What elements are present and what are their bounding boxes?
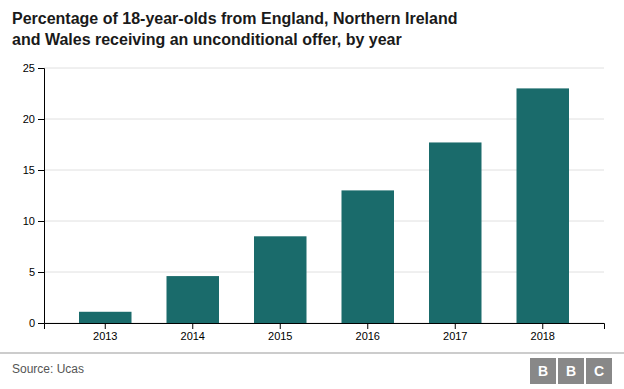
y-axis: 0 5 10 15 20 25 (23, 62, 45, 329)
bar (429, 142, 482, 323)
x-tick: 2013 (93, 323, 117, 342)
y-tick-label: 25 (23, 62, 35, 74)
y-tick: 20 (23, 113, 44, 125)
source: Source: Ucas (12, 362, 84, 376)
x-tick-mark (105, 323, 106, 329)
plot: 0 5 10 15 20 25 2013 2014 2015 2016 2017 2018 (23, 62, 605, 342)
bar (167, 276, 220, 323)
x-tick-label: 2014 (181, 330, 205, 342)
title: Percentage of 18-year-olds from England,… (12, 10, 457, 48)
x-tick: 2018 (531, 323, 555, 342)
x-tick: 2014 (181, 323, 205, 342)
y-tick-mark (38, 323, 44, 324)
x-tick: 2016 (356, 323, 380, 342)
x-tick-label: 2015 (268, 330, 292, 342)
y-tick: 5 (29, 266, 44, 278)
y-tick-mark (38, 119, 44, 120)
y-tick-mark (38, 68, 44, 69)
x-tick-label: 2017 (443, 330, 467, 342)
bar (517, 88, 570, 323)
y-tick-mark (38, 272, 44, 273)
x-tick-label: 2018 (531, 330, 555, 342)
bar (342, 190, 395, 323)
y-tick-label: 10 (23, 215, 35, 227)
logo-box (586, 358, 612, 384)
y-tick-mark (38, 221, 44, 222)
y-tick-label: 5 (29, 266, 35, 278)
x-tick-mark (542, 323, 543, 329)
y-tick: 0 (29, 317, 44, 329)
grid (44, 68, 604, 323)
logo-box (558, 358, 584, 384)
y-tick-label: 0 (29, 317, 35, 329)
bar (254, 236, 307, 323)
logo: BBC (530, 358, 612, 384)
x-tick-mark (367, 323, 368, 329)
x-tick: 2017 (443, 323, 467, 342)
x-tick-label: 2016 (356, 330, 380, 342)
x-tick-mark (192, 323, 193, 329)
y-tick-mark (38, 170, 44, 171)
y-axis-line (38, 69, 45, 324)
y-tick-label: 15 (23, 164, 35, 176)
x-tick: 2015 (268, 323, 292, 342)
x-tick-mark (455, 323, 456, 329)
separator (0, 353, 624, 354)
bars (79, 88, 569, 323)
x-axis: 2013 2014 2015 2016 2017 2018 (45, 323, 605, 342)
grid-line (44, 68, 604, 69)
y-tick: 10 (23, 215, 44, 227)
x-tick-label: 2013 (93, 330, 117, 342)
y-tick: 15 (23, 164, 44, 176)
bar (79, 312, 132, 323)
x-axis-line (45, 324, 605, 330)
y-tick-label: 20 (23, 113, 35, 125)
x-tick-mark (280, 323, 281, 329)
logo-text: BBC (538, 363, 604, 379)
y-tick: 25 (23, 62, 44, 74)
logo-box (530, 358, 556, 384)
chart: Percentage of 18-year-olds from England,… (0, 0, 624, 389)
